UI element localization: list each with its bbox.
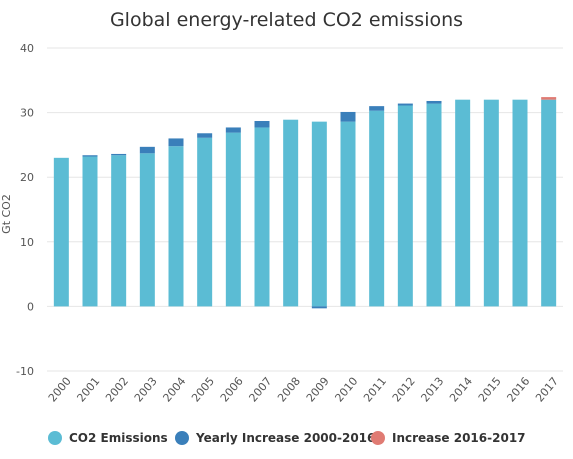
bar-yearly-increase[interactable] [254, 120, 270, 128]
x-tick-label: 2002 [103, 375, 131, 405]
bar-co2-emissions[interactable] [225, 132, 241, 307]
x-tick-label: 2012 [390, 375, 418, 405]
bar-yearly-increase[interactable] [311, 306, 327, 309]
x-tick-label: 2007 [246, 375, 274, 405]
y-tick-label: 40 [20, 42, 34, 55]
x-axis-ticks: 2000 2001 2002 2003 2004 2005 2006 2007 2008 2009… [46, 375, 561, 405]
bar-yearly-increase[interactable] [369, 106, 385, 111]
x-tick-label: 2016 [504, 375, 532, 405]
bar-co2-emissions[interactable] [369, 110, 385, 307]
x-tick-label: 2003 [132, 375, 160, 405]
bar-co2-emissions[interactable] [53, 157, 69, 307]
legend-item-increase-2016-2017[interactable]: Increase 2016-2017 [371, 428, 526, 448]
chart-title: Global energy-related CO2 emissions [109, 9, 464, 31]
bar-yearly-increase[interactable] [82, 155, 98, 157]
bar-co2-emissions[interactable] [111, 155, 127, 307]
y-tick-label: 20 [20, 171, 34, 184]
x-tick-label: 2006 [218, 375, 246, 405]
x-tick-label: 2014 [447, 375, 475, 405]
x-tick-label: 2001 [74, 375, 102, 405]
y-tick-label: 30 [20, 107, 34, 120]
bar-co2-emissions[interactable] [340, 121, 356, 307]
bar-increase-2016-2017[interactable] [541, 97, 557, 100]
legend-label: Increase 2016-2017 [392, 431, 526, 445]
x-tick-label: 2011 [361, 375, 389, 405]
legend-item-yearly-increase[interactable]: Yearly Increase 2000-2016 [175, 428, 375, 448]
bar-co2-emissions[interactable] [397, 105, 413, 307]
bar-co2-emissions[interactable] [82, 156, 98, 307]
x-tick-label: 2015 [476, 375, 504, 405]
y-axis-ticks: 40 30 20 10 0 -10 [16, 42, 34, 378]
legend-label: Yearly Increase 2000-2016 [196, 431, 376, 445]
x-tick-label: 2004 [160, 375, 188, 405]
x-tick-label: 2013 [418, 375, 446, 405]
bar-co2-emissions[interactable] [283, 119, 299, 307]
bar-yearly-increase[interactable] [197, 133, 213, 138]
x-tick-label: 2010 [332, 375, 360, 405]
bar-co2-emissions[interactable] [311, 121, 327, 307]
bar-co2-emissions[interactable] [512, 99, 528, 307]
bar-co2-emissions[interactable] [483, 99, 499, 307]
y-tick-label: -10 [16, 365, 34, 378]
legend-dot-icon [48, 431, 62, 445]
bars [53, 97, 557, 309]
x-tick-label: 2000 [46, 375, 74, 405]
legend-dot-icon [175, 431, 189, 445]
bar-yearly-increase[interactable] [139, 146, 155, 154]
gridlines [47, 47, 563, 372]
bar-co2-emissions[interactable] [139, 153, 155, 307]
y-tick-label: 0 [27, 300, 34, 313]
y-tick-label: 10 [20, 236, 34, 249]
bar-yearly-increase[interactable] [225, 127, 241, 133]
bar-co2-emissions[interactable] [168, 146, 184, 307]
legend-label: CO2 Emissions [69, 431, 168, 445]
bar-yearly-increase[interactable] [168, 138, 184, 147]
x-tick-label: 2005 [189, 375, 217, 405]
bar-co2-emissions[interactable] [541, 99, 557, 307]
bar-yearly-increase[interactable] [111, 153, 127, 156]
x-tick-label: 2017 [533, 375, 561, 405]
bar-co2-emissions[interactable] [254, 127, 270, 307]
bar-co2-emissions[interactable] [455, 99, 471, 307]
legend-item-co2-emissions[interactable]: CO2 Emissions [48, 428, 168, 448]
x-tick-label: 2009 [304, 375, 332, 405]
bar-co2-emissions[interactable] [426, 103, 442, 307]
bar-co2-emissions[interactable] [197, 137, 213, 307]
x-tick-label: 2008 [275, 375, 303, 405]
bar-yearly-increase[interactable] [397, 103, 413, 106]
legend-dot-icon [371, 431, 385, 445]
bar-yearly-increase[interactable] [340, 111, 356, 122]
y-axis-label: Gt CO2 [0, 194, 13, 234]
bar-yearly-increase[interactable] [426, 100, 442, 104]
